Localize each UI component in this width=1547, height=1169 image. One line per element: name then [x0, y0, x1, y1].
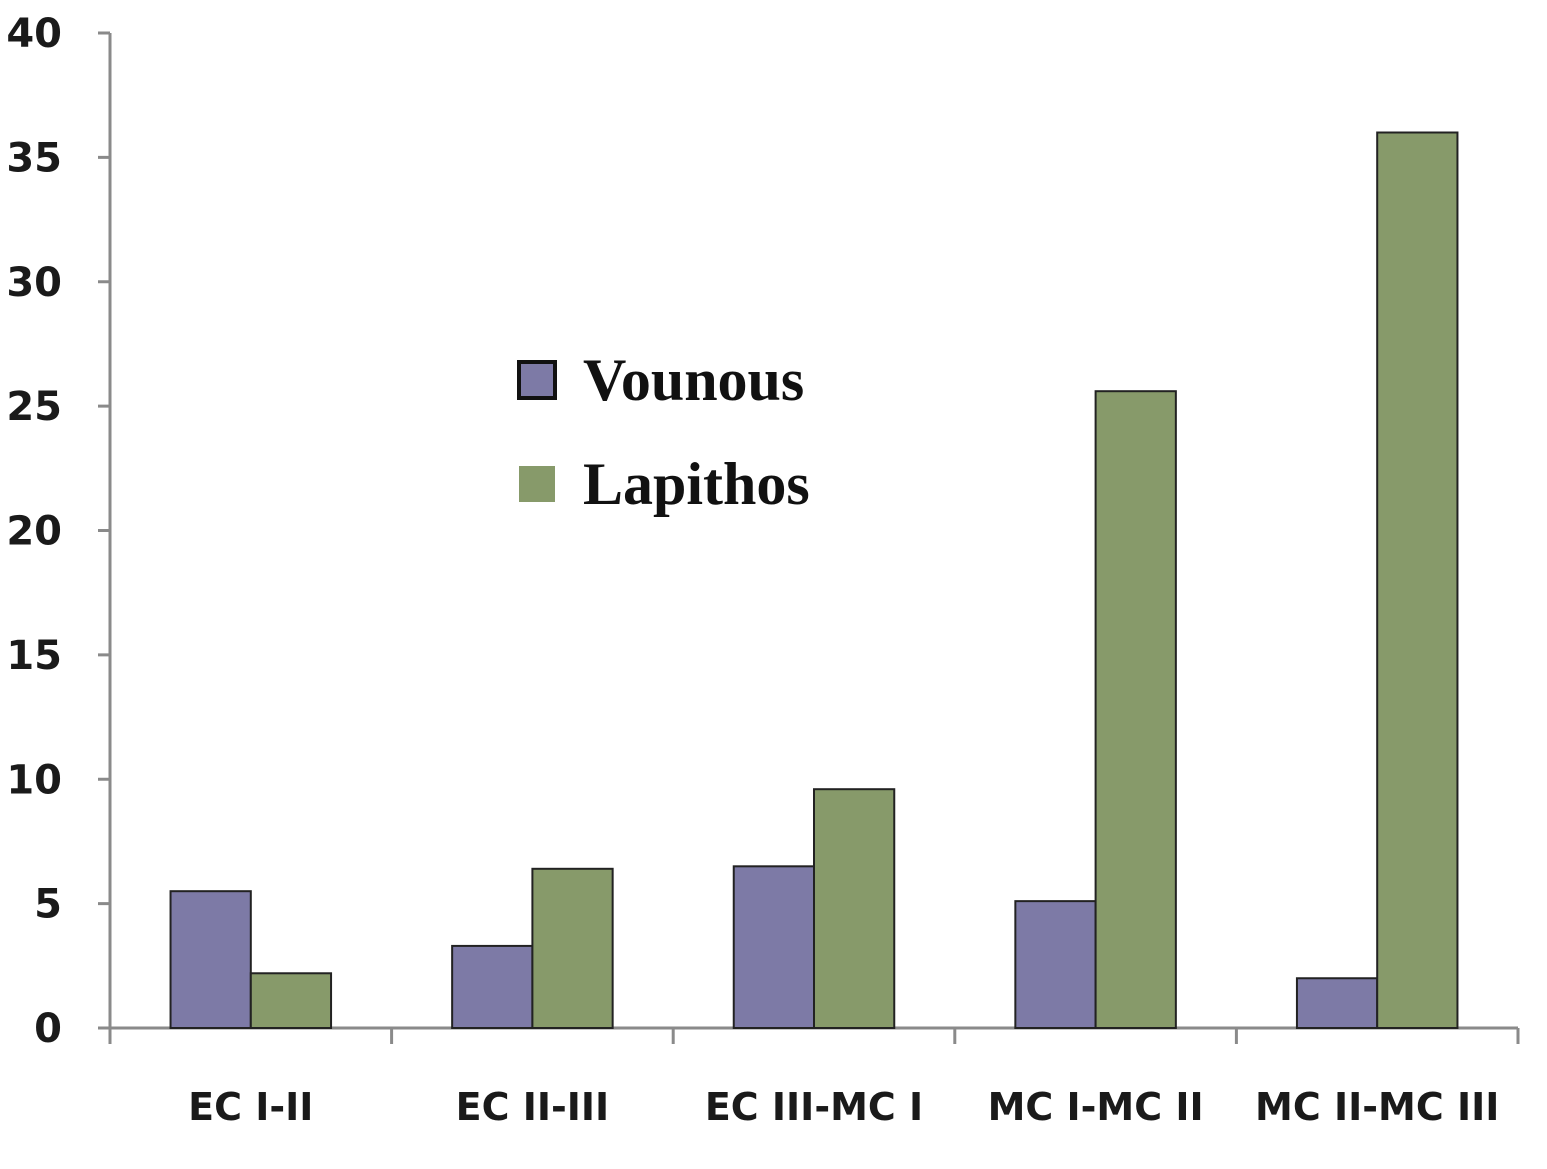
y-tick-label: 15	[6, 633, 62, 679]
legend-label: Lapithos	[583, 451, 810, 517]
category-label: EC II-III	[456, 1085, 610, 1129]
y-tick-label: 35	[6, 135, 62, 181]
y-tick-label: 10	[6, 757, 62, 803]
y-tick-label: 0	[34, 1006, 62, 1052]
bar-vounous-4	[1014, 900, 1097, 1030]
y-tick-label: 40	[6, 11, 62, 57]
y-tick-label: 20	[6, 509, 62, 555]
y-tick-label: 5	[34, 882, 62, 928]
legend-label: Vounous	[583, 347, 804, 413]
category-label: EC I-II	[188, 1085, 313, 1129]
y-tick-label: 30	[6, 260, 62, 306]
legend-swatch	[517, 360, 557, 400]
bar-lapithos-2	[531, 867, 614, 1029]
legend: Vounous Lapithos	[517, 347, 810, 517]
bar-vounous-2	[451, 944, 534, 1029]
category-label: MC II-MC III	[1255, 1085, 1499, 1129]
category-labels: EC I-II EC II-III EC III-MC I MC I-MC II MC …	[188, 1085, 1499, 1129]
bar-lapithos-5	[1376, 131, 1459, 1029]
y-tick-label: 25	[6, 384, 62, 430]
bar-lapithos-1	[249, 972, 333, 1030]
bar-vounous-3	[732, 865, 816, 1029]
category-label: MC I-MC II	[988, 1085, 1204, 1129]
bar-lapithos-4	[1094, 390, 1177, 1029]
legend-swatch	[519, 466, 555, 502]
category-label: EC III-MC I	[705, 1085, 923, 1129]
bar-vounous-5	[1295, 977, 1379, 1029]
x-axis	[108, 1026, 1520, 1044]
bar-vounous-1	[169, 890, 252, 1029]
bars	[169, 131, 1459, 1030]
y-axis: 0 5 10 15 20 25 30 35 40	[6, 11, 112, 1052]
bar-lapithos-3	[813, 788, 896, 1030]
